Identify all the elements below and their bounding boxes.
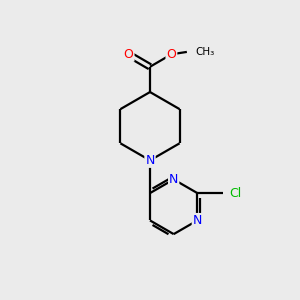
Text: Cl: Cl <box>229 187 242 200</box>
Text: O: O <box>124 48 134 61</box>
Text: N: N <box>145 154 155 167</box>
Text: N: N <box>193 214 202 227</box>
Text: O: O <box>167 48 176 61</box>
Text: CH₃: CH₃ <box>195 47 214 57</box>
Text: N: N <box>169 173 178 186</box>
